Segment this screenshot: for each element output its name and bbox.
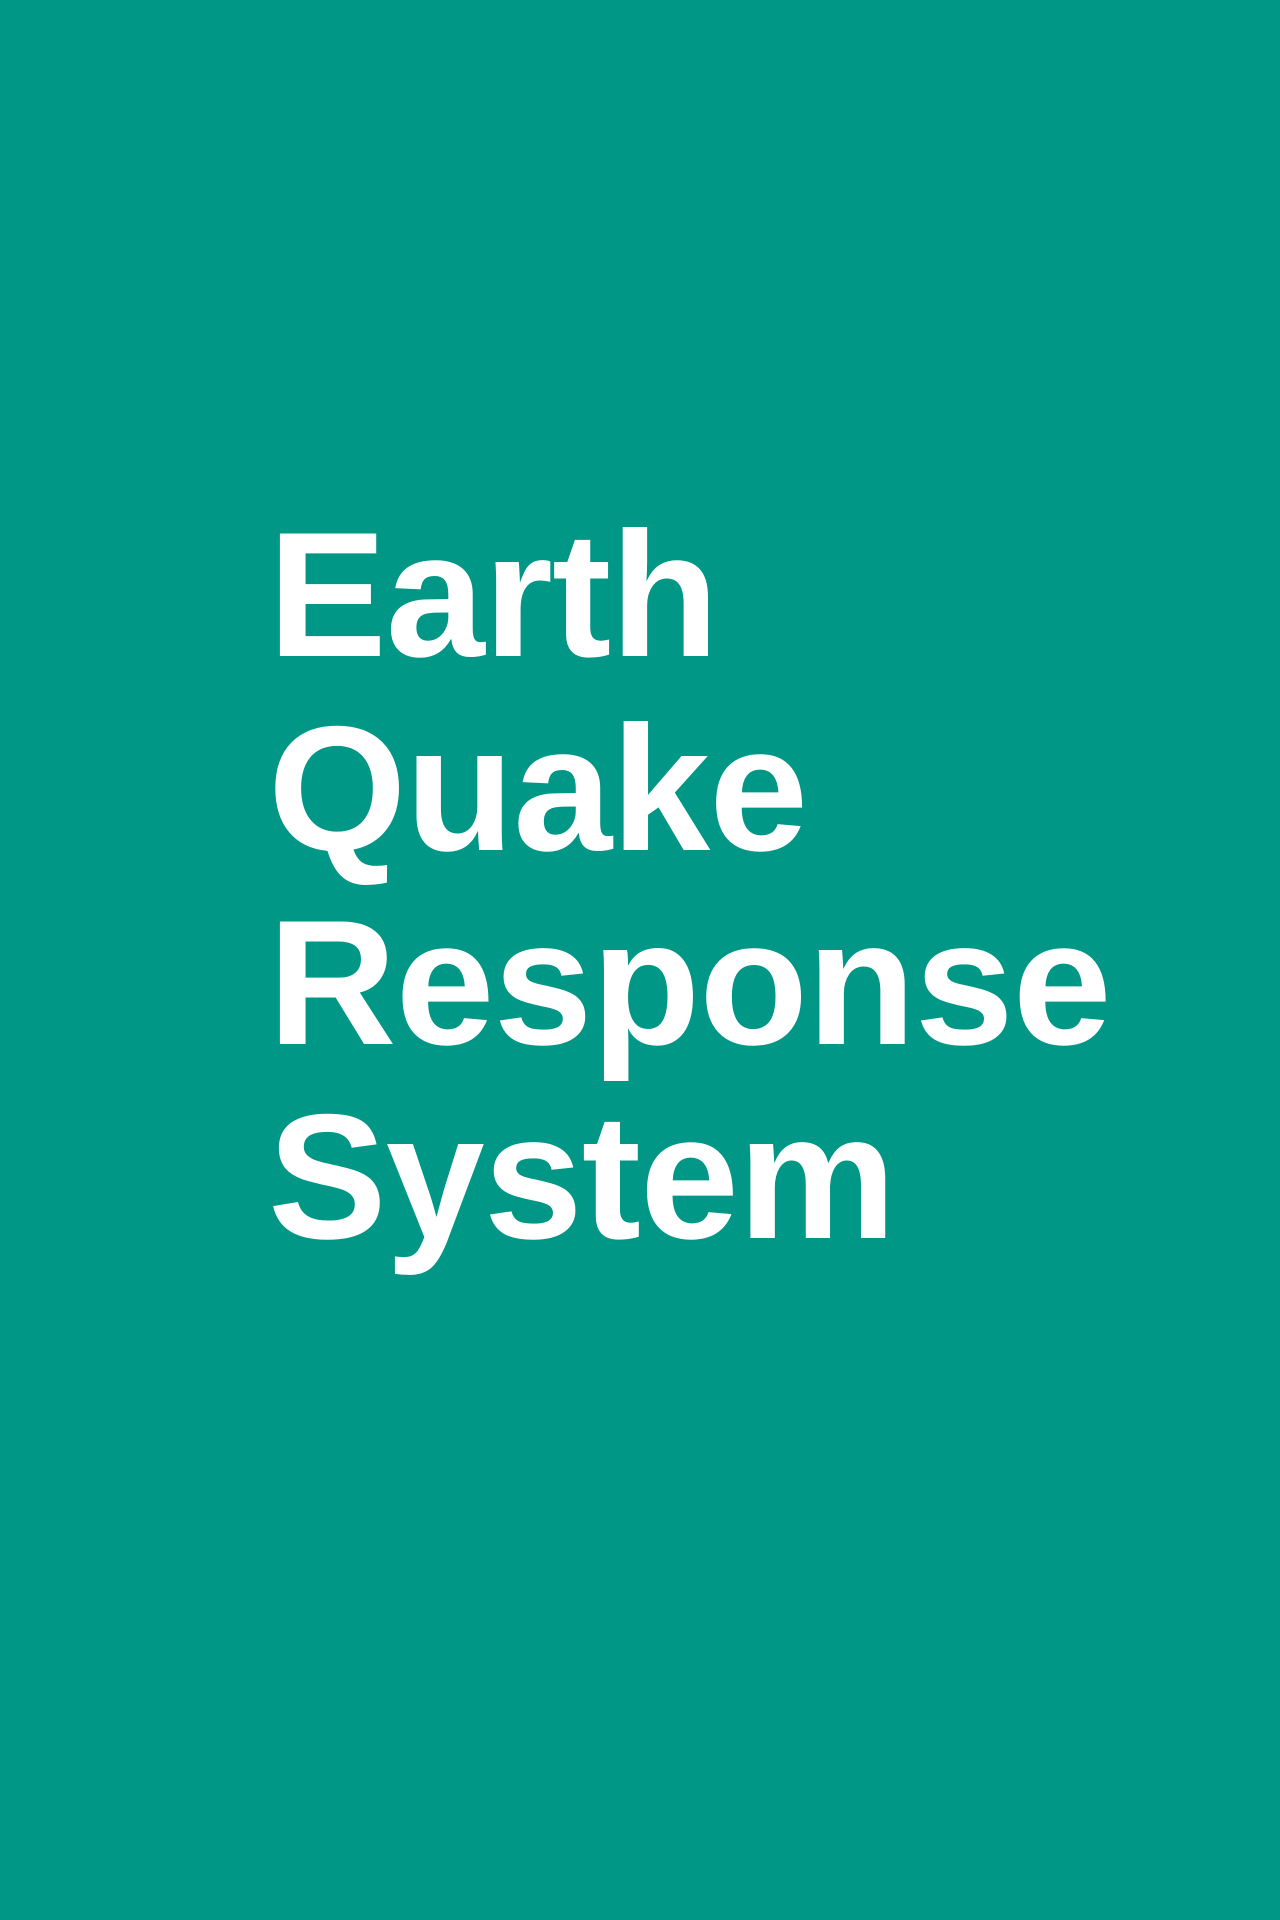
app-title-line-4: System — [268, 1077, 896, 1276]
app-title-line-1: Earth — [268, 495, 719, 694]
app-title-line-2: Quake — [268, 689, 808, 888]
app-title: Earth Quake Response System — [268, 495, 1112, 1276]
app-title-line-3: Response — [268, 883, 1112, 1082]
